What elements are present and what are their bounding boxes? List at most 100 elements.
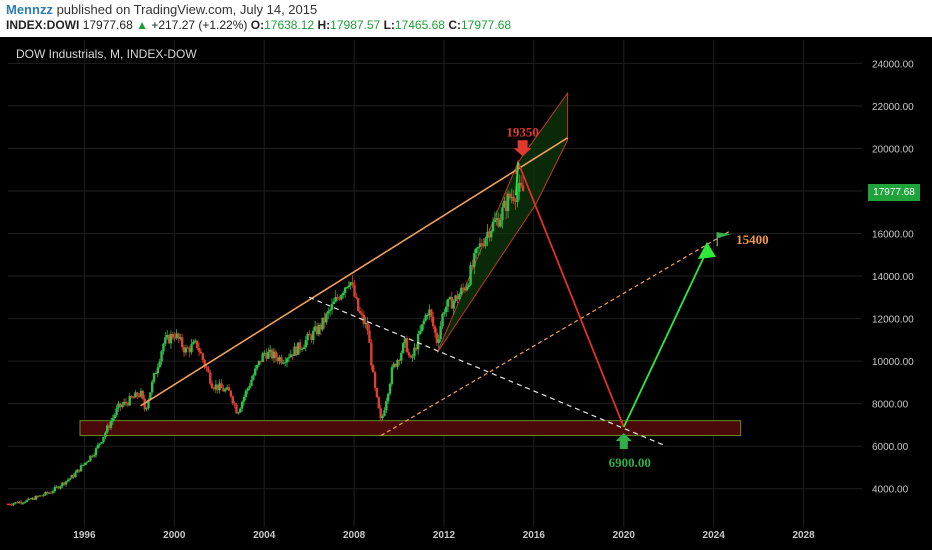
candle-body [366, 322, 369, 331]
candle-body [225, 387, 229, 390]
candle-body [347, 285, 351, 288]
candle-body [64, 481, 68, 485]
candle-body [46, 492, 49, 494]
green-arrowhead [697, 242, 716, 260]
candle-body [405, 338, 409, 353]
candle-body [156, 367, 160, 374]
candle-body [446, 299, 450, 307]
candle-body [83, 462, 86, 465]
up-arrow-icon: ▲ [136, 18, 148, 32]
candle-body [233, 403, 236, 405]
candle-body [497, 218, 500, 227]
candle-body [190, 344, 193, 353]
candle-body [461, 287, 465, 289]
candle-body [441, 313, 444, 327]
candle-body [295, 346, 298, 355]
candle-body [14, 502, 17, 504]
candle-body [81, 464, 85, 466]
candle-body [327, 311, 330, 314]
candle-body [431, 316, 435, 327]
candle-body [18, 501, 21, 504]
candle-body [227, 387, 231, 391]
last-price: 17977.68 [82, 18, 133, 32]
candle-body [452, 300, 455, 309]
candle-body [409, 355, 412, 358]
candle-body [21, 502, 25, 504]
candle-body [287, 357, 291, 359]
candle-body [370, 342, 373, 366]
candle-body [136, 392, 139, 397]
down-arrow-icon [513, 140, 532, 157]
candle-body [210, 383, 214, 389]
green-spike [515, 162, 520, 196]
candle-body [495, 218, 499, 220]
candle-body [480, 243, 484, 246]
candle-body [239, 408, 242, 413]
candle-body [137, 396, 141, 398]
candle-body [62, 482, 66, 485]
candle-body [321, 317, 324, 330]
author-link[interactable]: Mennzz [6, 2, 53, 17]
candle-body [151, 381, 154, 393]
candle-body [173, 337, 176, 339]
candle-body [248, 386, 251, 389]
y-tick-label: 12000.00 [872, 315, 914, 326]
candle-body [491, 221, 495, 232]
candle-body [278, 357, 281, 361]
candle-body [458, 294, 461, 300]
candle-body [338, 298, 341, 300]
y-tick-label: 16000.00 [872, 230, 914, 241]
candle-body [40, 495, 43, 497]
candle-body [475, 248, 478, 254]
publisher-line: Mennzz published on TradingView.com, Jul… [6, 2, 317, 17]
candle-body [261, 353, 264, 362]
candle-body [312, 330, 315, 341]
y-tick-label: 22000.00 [872, 102, 914, 113]
candle-body [128, 395, 131, 406]
candle-body [516, 191, 519, 203]
symbol-line: INDEX:DOWI 17977.68 ▲ +217.27 (+1.22%) O… [6, 18, 511, 32]
candle-body [371, 365, 375, 373]
candle-body [79, 465, 83, 472]
high-value: 17987.57 [330, 18, 381, 32]
candle-body [254, 368, 257, 376]
candle-body [76, 469, 79, 473]
candle-body [285, 358, 289, 363]
candle-body [443, 312, 446, 314]
candle-body [160, 351, 163, 362]
up-arrow-icon [615, 433, 632, 450]
candle-body [209, 372, 212, 384]
candle-body [272, 351, 276, 359]
candle-body [214, 384, 218, 390]
candle-body [390, 367, 394, 384]
candle-body [274, 351, 278, 358]
candle-body [521, 185, 525, 192]
y-tick-label: 8000.00 [872, 400, 909, 411]
candle-body [70, 475, 73, 479]
candle-body [489, 231, 493, 238]
candle-body [460, 287, 463, 295]
candle-body [334, 297, 337, 302]
candle-body [428, 309, 431, 316]
candle-body [53, 487, 57, 492]
candle-body [398, 359, 401, 361]
candle-body [439, 326, 442, 340]
candle-body [471, 265, 474, 267]
candle-body [100, 441, 103, 444]
high-label: H: [317, 18, 331, 32]
symbol-name: INDEX:DOWI [6, 18, 80, 32]
candle-body [167, 335, 171, 344]
published-text: published on TradingView.com, July 14, 2… [56, 2, 318, 17]
candle-body [184, 347, 188, 353]
candle-body [499, 220, 502, 227]
candle-body [306, 333, 309, 341]
candle-body [512, 196, 515, 202]
x-tick-label: 2000 [163, 530, 186, 541]
candle-body [401, 343, 405, 353]
candle-body [448, 297, 452, 300]
candle-body [508, 193, 512, 198]
candle-body [293, 346, 296, 356]
candle-body [162, 343, 165, 352]
candle-body [117, 403, 120, 409]
